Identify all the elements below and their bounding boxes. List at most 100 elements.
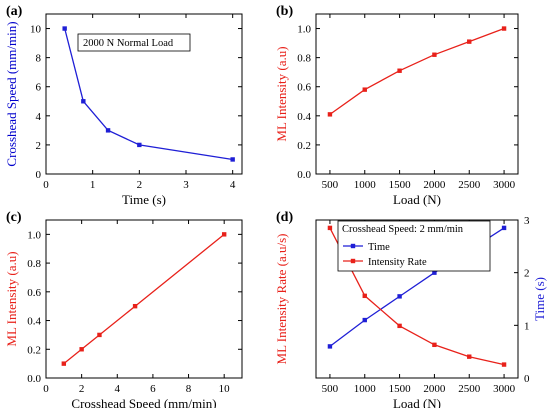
data-point — [467, 354, 472, 359]
annotation-text-top: Crosshead Speed: 2 mm/min — [342, 224, 464, 235]
y-tick-label: 0.2 — [27, 344, 41, 356]
legend-label: Time — [368, 242, 390, 253]
y-tick-label: 0.2 — [297, 140, 311, 152]
x-tick-label: 2000 — [423, 179, 446, 191]
x-axis-label: Time (s) — [122, 192, 166, 207]
y-tick-label: 0.6 — [297, 82, 311, 94]
x-tick-label: 2500 — [458, 179, 481, 191]
panel-label: (a) — [6, 4, 23, 19]
x-tick-label: 500 — [322, 383, 339, 395]
series-line — [63, 233, 225, 365]
x-tick-label: 1500 — [389, 383, 412, 395]
data-point — [432, 52, 437, 57]
x-tick-label: 1000 — [354, 383, 377, 395]
data-point — [105, 128, 111, 133]
data-point — [81, 99, 86, 104]
x-tick-label: 4 — [230, 179, 236, 191]
panel-b: 500 1000 1500 2000 2500 3000 0.0 0.2 0.4 0.6 0.8 1.… — [274, 4, 519, 207]
y-tick-label: 1.0 — [27, 229, 41, 241]
y-tick-label: 0.0 — [27, 373, 41, 385]
panel-d: 500 1000 1500 2000 2500 3000 0 1 2 3 Load (N) ML In… — [274, 210, 547, 408]
intensity-rate-line — [329, 227, 505, 366]
plot-frame — [315, 219, 519, 379]
x-tick-label: 2 — [79, 383, 85, 395]
data-point — [132, 303, 138, 309]
y-tick-label: 0.0 — [297, 169, 311, 181]
y-tick-label: 0.8 — [297, 53, 311, 65]
x-tick-label: 1500 — [389, 179, 412, 191]
plot-frame — [45, 13, 243, 175]
data-point — [327, 225, 333, 231]
x-tick-label: 1 — [90, 179, 96, 191]
panel-c: 0 2 4 6 8 10 0.0 0.2 0.4 0.6 0.8 1.0 Crosshead Speed… — [4, 210, 243, 408]
x-tick-label: 3000 — [493, 179, 516, 191]
x-tick-label: 6 — [150, 383, 156, 395]
x-tick-label: 2 — [137, 179, 143, 191]
data-point — [432, 342, 437, 348]
series-line — [329, 27, 505, 115]
legend-box — [337, 220, 491, 272]
data-point — [79, 347, 84, 352]
y2-axis-label: Time (s) — [532, 277, 547, 321]
y-tick-label: 0.8 — [27, 258, 41, 270]
data-point — [501, 26, 507, 31]
panel-label: (c) — [6, 210, 22, 225]
x-axis-label: Load (N) — [393, 396, 441, 408]
x-axis-label: Load (N) — [393, 192, 441, 207]
legend-swatch-marker — [350, 258, 356, 264]
y2-tick-label: 3 — [524, 215, 530, 227]
x-tick-label: 3000 — [493, 383, 516, 395]
data-point — [397, 294, 402, 299]
data-point — [397, 68, 402, 73]
data-point — [230, 157, 235, 162]
y-tick-label: 0.4 — [297, 111, 311, 123]
x-tick-label: 2000 — [423, 383, 446, 395]
plot-frame — [315, 13, 519, 175]
data-point — [327, 112, 333, 117]
panel-label: (d) — [276, 210, 293, 225]
panel-a: 0 1 2 3 4 0 2 4 6 8 10 Time (s) Crosshead Speed (mm/… — [4, 4, 243, 207]
legend-label: Intensity Rate — [368, 257, 427, 268]
data-point — [467, 39, 472, 44]
y-tick-label: 10 — [30, 24, 42, 36]
y-axis-label: ML Intensity (a.u) — [274, 46, 289, 141]
y-tick-label: 6 — [36, 82, 42, 94]
y-tick-label: 1.0 — [297, 24, 311, 36]
data-point — [137, 142, 142, 148]
data-point — [362, 87, 367, 92]
annotation-text: 2000 N Normal Load — [83, 38, 174, 49]
y2-tick-label: 2 — [524, 268, 530, 280]
y-tick-label: 4 — [36, 111, 42, 123]
y-axis-label: Crosshead Speed (mm/min) — [4, 21, 19, 166]
x-tick-label: 0 — [43, 383, 49, 395]
annotation-box — [77, 33, 191, 52]
panel-label: (b) — [276, 4, 293, 19]
y-tick-label: 8 — [36, 53, 42, 65]
y2-tick-label: 1 — [524, 320, 530, 332]
x-tick-label: 4 — [115, 383, 121, 395]
y-axis-label: ML Intensity (a.u) — [4, 251, 19, 346]
x-tick-label: 500 — [322, 179, 339, 191]
data-point — [501, 225, 507, 231]
data-point — [61, 361, 67, 366]
data-point — [62, 26, 67, 31]
data-point — [397, 323, 402, 329]
x-axis-label: Crosshead Speed (mm/min) — [71, 396, 216, 408]
data-point — [362, 293, 367, 299]
y-tick-label: 0.4 — [27, 316, 41, 328]
data-point — [97, 332, 102, 338]
data-point — [432, 270, 437, 275]
x-tick-label: 2500 — [458, 383, 481, 395]
y-tick-label: 0 — [36, 169, 42, 181]
y-axis-label: ML Intensity Rate (a.u/s) — [274, 234, 289, 365]
plot-frame — [45, 219, 243, 379]
y-tick-label: 0.6 — [27, 287, 41, 299]
y-tick-label: 2 — [36, 140, 42, 152]
data-point — [501, 362, 507, 367]
data-point — [327, 344, 333, 349]
legend-swatch-marker — [350, 243, 356, 249]
data-point — [221, 232, 227, 237]
x-tick-label: 0 — [43, 179, 49, 191]
x-tick-label: 3 — [183, 179, 189, 191]
